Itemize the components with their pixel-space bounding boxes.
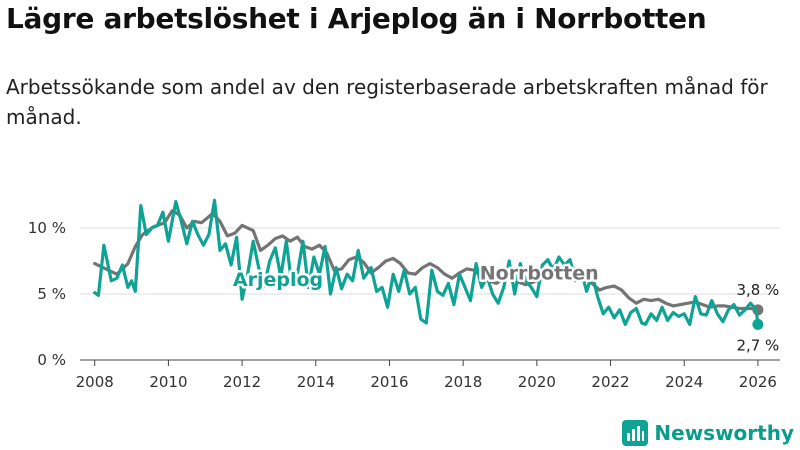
x-tick-label: 2022 [591, 373, 629, 391]
series-label-arjeplog: Arjeplog [233, 269, 323, 291]
x-tick-label: 2026 [739, 373, 777, 391]
series-line-arjeplog [93, 198, 760, 326]
series-line-norrbotten [93, 209, 760, 312]
newsworthy-logo-icon [622, 420, 649, 446]
x-tick-label: 2010 [149, 373, 187, 391]
chart-title: Lägre arbetslöshet i Arjeplog än i Norrb… [6, 2, 707, 35]
end-value-label-arjeplog: 2,7 % [736, 336, 779, 354]
end-point-arjeplog [752, 318, 764, 330]
brand-name: Newsworthy [654, 421, 794, 445]
x-tick-label: 2014 [297, 373, 335, 391]
x-tick-label: 2018 [444, 373, 482, 391]
y-tick-label: 0 % [37, 351, 66, 369]
y-tick-label: 5 % [37, 285, 66, 303]
end-value-label-norrbotten: 3,8 % [736, 281, 779, 299]
line-chart: 0 % 5 % 10 % 2008 2010 2012 2014 2016 2018 2020 20… [28, 198, 780, 391]
y-tick-label: 10 % [28, 219, 66, 237]
series-label-norrbotten: Norrbotten [480, 262, 599, 284]
x-tick-label: 2020 [518, 373, 556, 391]
x-tick-label: 2016 [370, 373, 408, 391]
x-tick-label: 2012 [223, 373, 261, 391]
x-tick-label: 2024 [665, 373, 703, 391]
brand-logo: Newsworthy [622, 420, 794, 446]
chart-subtitle: Arbetssökande som andel av den registerb… [6, 75, 768, 129]
x-tick-label: 2008 [76, 373, 114, 391]
